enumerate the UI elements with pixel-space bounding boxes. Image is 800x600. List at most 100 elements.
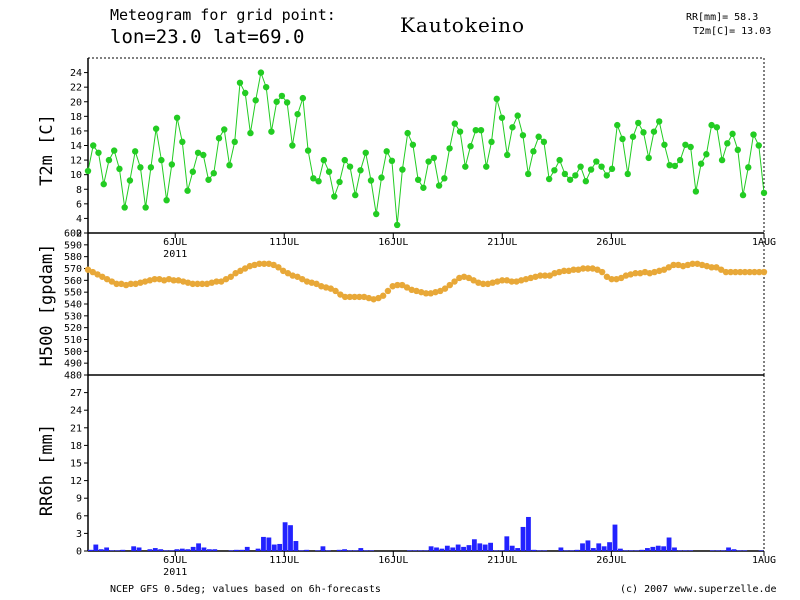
rr6h-bar bbox=[709, 550, 715, 551]
rr6h-bar bbox=[515, 548, 521, 551]
t2m-point bbox=[676, 156, 684, 164]
rr6h-bar bbox=[677, 550, 683, 551]
rr6h-bar bbox=[520, 526, 526, 551]
grid-point-coords: lon=23.0 lat=69.0 bbox=[110, 26, 305, 48]
h500-point bbox=[294, 273, 301, 280]
location-name: Kautokeino bbox=[400, 13, 526, 37]
t2m-point bbox=[498, 114, 506, 121]
t2m-point bbox=[530, 148, 537, 155]
h500-point bbox=[218, 278, 225, 285]
t2m-point bbox=[378, 174, 385, 181]
temp-mean-readout: T2m[C]= 13.03 bbox=[693, 26, 772, 37]
h500-point bbox=[89, 268, 96, 276]
t2m-point bbox=[671, 162, 679, 170]
t2m-point bbox=[194, 149, 202, 156]
rr6h-bar bbox=[628, 550, 634, 551]
h500-point bbox=[94, 271, 101, 278]
rr6h-bar bbox=[558, 547, 564, 551]
meteogram-heading: Meteogram for grid point: bbox=[110, 6, 336, 24]
h500-point bbox=[351, 293, 358, 301]
copyright-note: (c) 2007 www.superzelle.de bbox=[620, 584, 777, 595]
t2m-point bbox=[126, 177, 134, 184]
t2m-point bbox=[708, 121, 715, 129]
t2m-point bbox=[750, 131, 757, 138]
h500-point bbox=[760, 268, 768, 276]
y-tick-label: 6 bbox=[76, 511, 82, 522]
h500-point bbox=[465, 274, 473, 282]
t2m-point bbox=[477, 126, 485, 134]
rr6h-bar bbox=[444, 545, 450, 551]
rr6h-bar bbox=[742, 550, 748, 551]
x-tick-label: 21JUL bbox=[487, 555, 517, 566]
rr6h-bar bbox=[672, 547, 677, 551]
y-tick-label: 14 bbox=[70, 141, 82, 152]
h500-point bbox=[722, 268, 730, 276]
t2m-point bbox=[739, 191, 747, 199]
rr6h-bar bbox=[531, 549, 537, 551]
rr6h-bar bbox=[234, 549, 239, 551]
h500-point bbox=[332, 287, 339, 295]
h500-point bbox=[199, 280, 206, 288]
t2m-point bbox=[273, 98, 280, 105]
y-tick-label: 480 bbox=[64, 371, 82, 382]
t2m-point bbox=[713, 124, 721, 131]
h500-point bbox=[375, 294, 382, 302]
rr6h-bar bbox=[617, 548, 623, 551]
rr6h-bar bbox=[428, 546, 434, 551]
h500-point bbox=[189, 280, 196, 288]
rr6h-bar bbox=[509, 545, 515, 551]
y-tick-label: 8 bbox=[76, 185, 82, 196]
h500-point bbox=[356, 293, 363, 301]
rr6h-bar bbox=[244, 546, 250, 551]
t2m-point bbox=[430, 154, 438, 162]
t2m-point bbox=[535, 133, 542, 140]
rr6h-bar bbox=[645, 548, 650, 551]
t2m-point bbox=[231, 138, 238, 146]
rr6h-bar bbox=[650, 546, 656, 551]
t2m-point bbox=[283, 99, 291, 106]
t2m-point bbox=[603, 172, 610, 179]
rr6h-bar bbox=[282, 522, 288, 551]
rr6h-bar bbox=[196, 543, 201, 551]
h500-point bbox=[227, 273, 235, 280]
rr6h-bar bbox=[109, 550, 115, 551]
t2m-point bbox=[551, 167, 558, 174]
rr6h-bar bbox=[612, 524, 618, 551]
rr6h-bar bbox=[455, 544, 461, 551]
rr6h-bar bbox=[363, 550, 369, 551]
y-tick-label: 2 bbox=[76, 229, 82, 240]
rr6h-bar bbox=[298, 550, 304, 551]
t2m-point bbox=[488, 138, 495, 146]
t2m-point bbox=[451, 120, 459, 127]
y-tick-label: 530 bbox=[64, 311, 82, 322]
t2m-point bbox=[456, 128, 464, 135]
t2m-point bbox=[320, 156, 328, 164]
rr6h-bar bbox=[115, 550, 120, 551]
t2m-point bbox=[147, 164, 155, 171]
y-tick-label: 12 bbox=[70, 476, 82, 487]
y-tick-label: 27 bbox=[70, 388, 82, 399]
t2m-point bbox=[509, 124, 516, 131]
t2m-point bbox=[393, 221, 401, 229]
rr6h-bar bbox=[526, 516, 531, 551]
x-tick-label: 11JUL bbox=[269, 237, 299, 248]
rr6h-bar bbox=[726, 547, 731, 551]
rr6h-bar bbox=[634, 550, 640, 551]
rr6h-bar bbox=[542, 550, 548, 551]
t2m-point bbox=[645, 154, 652, 162]
h500-point bbox=[170, 277, 177, 284]
t2m-point bbox=[703, 151, 710, 158]
rr6h-bar bbox=[715, 550, 721, 551]
rr6h-bar bbox=[482, 544, 488, 551]
h500-point bbox=[508, 278, 515, 285]
h500-point bbox=[736, 268, 744, 276]
rr6h-bar bbox=[655, 545, 661, 551]
t2m-point bbox=[325, 168, 333, 175]
rr6h-bar bbox=[499, 550, 504, 551]
t2m-point bbox=[200, 151, 207, 159]
t2m-point bbox=[598, 163, 605, 170]
y-tick-label: 16 bbox=[70, 126, 82, 137]
x-tick-year: 2011 bbox=[163, 567, 187, 578]
t2m-point bbox=[362, 149, 369, 156]
h500-point bbox=[498, 277, 506, 284]
